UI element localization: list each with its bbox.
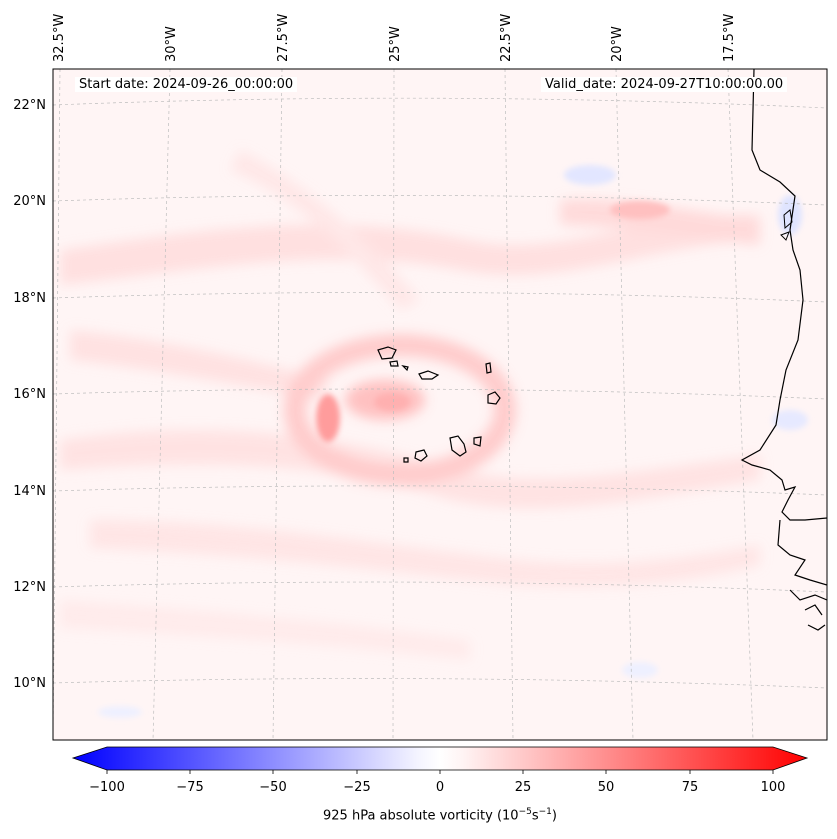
lat-label: 22°N [13, 98, 46, 113]
start-date-label: Start date: 2024-09-26_00:00:00 [75, 77, 298, 92]
colorbar-tick: 0 [435, 780, 445, 795]
valid-date-label: Valid_date: 2024-09-27T10:00:00.00 [541, 77, 788, 92]
vorticity-field [53, 69, 827, 740]
lat-label: 16°N [13, 387, 46, 402]
colorbar-tick: 50 [597, 780, 615, 795]
lat-label: 18°N [13, 291, 46, 306]
colorbar-label-mid: s [531, 808, 539, 824]
cape-verde-islands [377, 346, 501, 463]
lat-label: 14°N [13, 484, 46, 499]
colorbar-tick: 100 [760, 780, 786, 795]
colorbar-label-exp1: −5 [518, 807, 532, 817]
colorbar [71, 746, 809, 774]
colorbar-tick: 25 [514, 780, 532, 795]
colorbar-tick: 75 [681, 780, 699, 795]
colorbar-label-exp2: −1 [538, 807, 552, 817]
colorbar-label: 925 hPa absolute vorticity (10−5s−1) [323, 807, 557, 823]
colorbar-tick: −50 [259, 780, 287, 795]
colorbar-tick: −100 [89, 780, 125, 795]
colorbar-label-end: ) [551, 808, 557, 824]
graticule [53, 69, 827, 740]
lat-label: 20°N [13, 194, 46, 209]
coastline [740, 69, 827, 521]
colorbar-label-main: 925 hPa absolute vorticity (10 [323, 808, 519, 824]
colorbar-tick: −75 [176, 780, 204, 795]
lat-label: 10°N [13, 676, 46, 691]
lat-label: 12°N [13, 580, 46, 595]
colorbar-tick: −25 [343, 780, 371, 795]
